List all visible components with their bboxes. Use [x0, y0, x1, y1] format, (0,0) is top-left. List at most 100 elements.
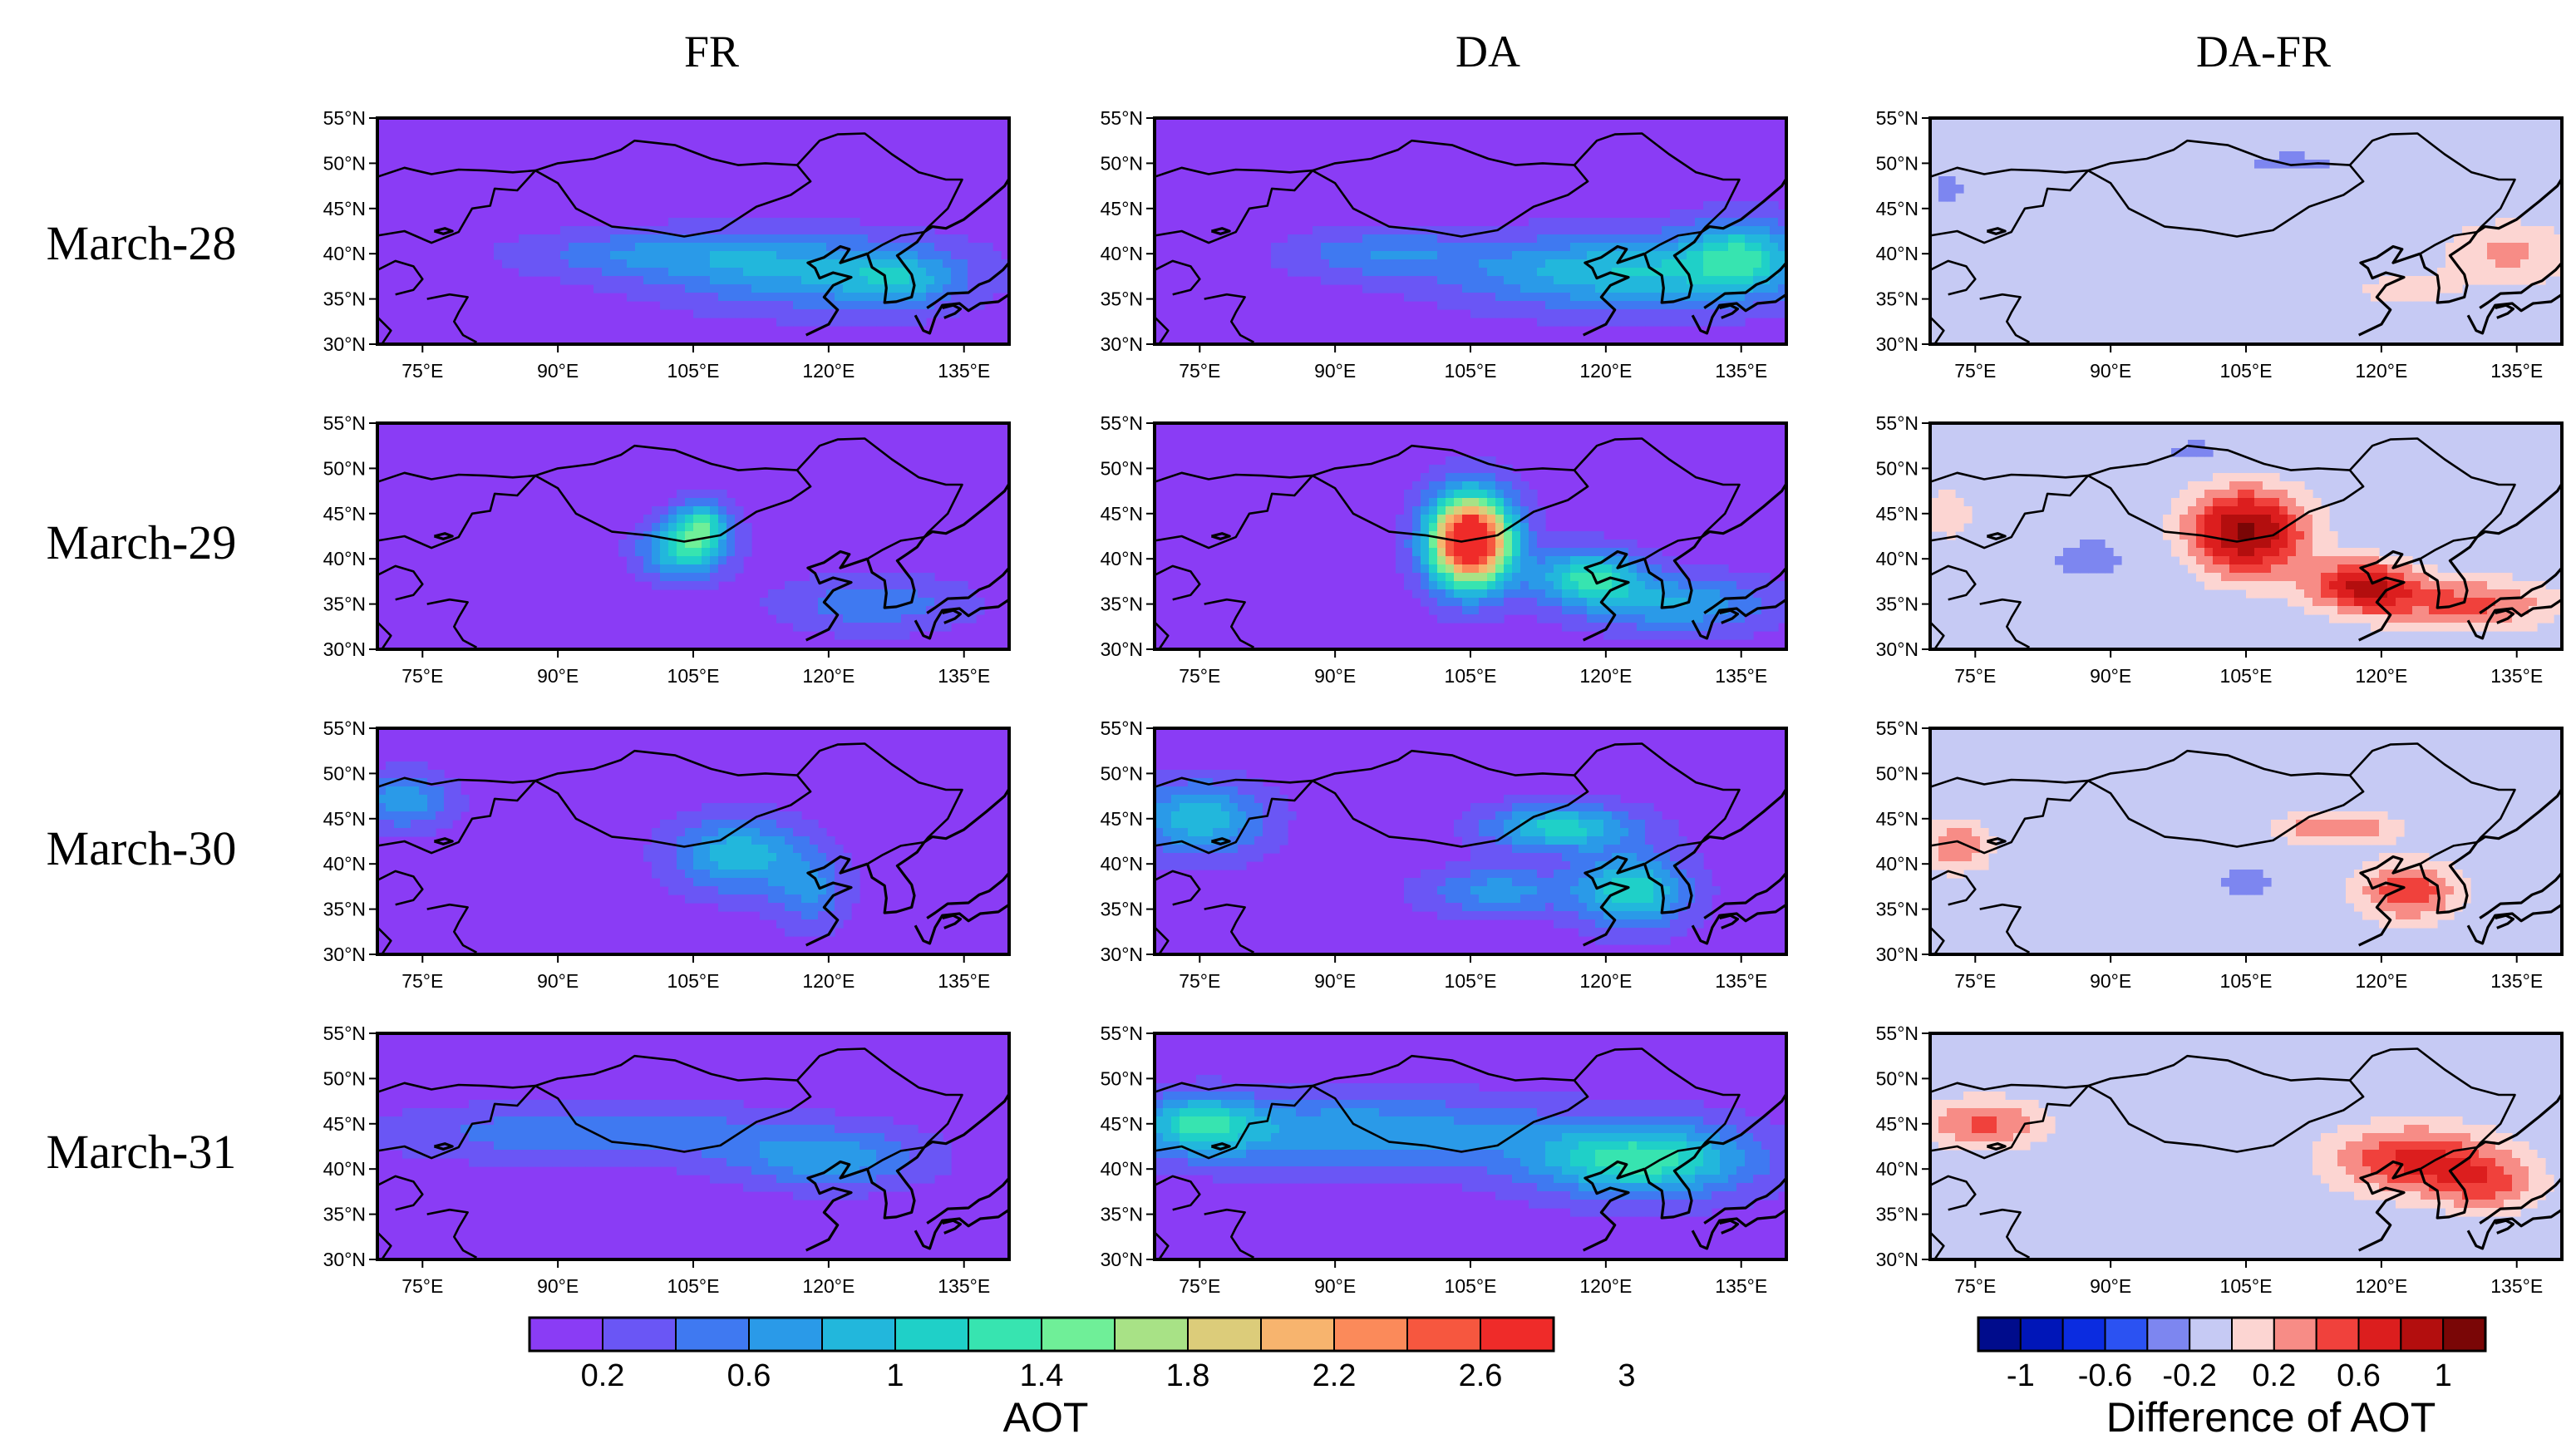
- aot-cell: [685, 301, 694, 310]
- aot-cell: [2288, 811, 2297, 821]
- map-panel-march-29-fr: 55°N50°N45°N40°N35°N30°N75°E 90°E 105°E 120…: [323, 412, 1011, 687]
- aot-cell: [1562, 598, 1571, 607]
- aot-cell: [801, 606, 810, 615]
- aot-cell: [776, 911, 786, 920]
- aot-cell: [660, 853, 669, 862]
- aot-cell: [718, 1158, 727, 1167]
- aot-cell: [893, 1175, 902, 1184]
- aot-cell: [1504, 556, 1513, 565]
- aot-cell: [1470, 589, 1480, 599]
- aot-cell: [918, 259, 927, 269]
- coastline: [2418, 178, 2562, 304]
- aot-cell: [1653, 614, 1662, 623]
- aot-cell: [2263, 490, 2272, 499]
- aot-cell: [419, 1141, 428, 1151]
- aot-cell: [1645, 886, 1654, 895]
- aot-cell: [494, 1108, 503, 1117]
- aot-cell: [818, 1133, 827, 1142]
- lon-tick-label: 75°E: [1179, 360, 1220, 382]
- aot-cell: [1753, 606, 1762, 615]
- aot-cell: [835, 845, 844, 854]
- aot-cell: [751, 894, 761, 904]
- aot-cell: [918, 268, 927, 277]
- aot-cell: [710, 276, 719, 285]
- aot-cell: [2171, 531, 2180, 540]
- aot-cell: [826, 1150, 835, 1159]
- aot-cell: [1595, 301, 1604, 310]
- aot-cell: [743, 1125, 752, 1134]
- aot-cell: [702, 853, 711, 862]
- aot-cell: [2263, 548, 2272, 557]
- aot-cell: [1612, 259, 1621, 269]
- aot-cell: [494, 1150, 503, 1159]
- aot-cell: [1180, 836, 1189, 845]
- aot-cell: [702, 548, 711, 557]
- aot-cell: [760, 268, 769, 277]
- aot-cell: [2271, 481, 2280, 490]
- aot-cell: [685, 820, 694, 829]
- aot-cell: [1362, 234, 1372, 244]
- aot-cell: [1554, 218, 1563, 227]
- aot-cell: [1637, 894, 1646, 904]
- aot-cell: [926, 276, 935, 285]
- aot-cell: [1595, 911, 1604, 920]
- aot-cell: [1670, 919, 1679, 929]
- aot-cell: [2479, 234, 2488, 244]
- aot-cell: [585, 1100, 594, 1109]
- country-border: [377, 780, 536, 855]
- aot-cell: [760, 1150, 769, 1159]
- lon-tick-label: 105°E: [1445, 360, 1497, 382]
- aot-cell: [801, 886, 810, 895]
- aot-cell: [2354, 581, 2363, 590]
- aot-cell: [884, 234, 894, 244]
- aot-cell: [560, 259, 569, 269]
- aot-cell: [2296, 828, 2305, 837]
- aot-cell: [1495, 251, 1505, 260]
- aot-cell: [2279, 531, 2288, 540]
- aot-cell: [535, 268, 544, 277]
- aot-cell: [1720, 589, 1729, 599]
- aot-cell: [1753, 581, 1762, 590]
- country-border: [1204, 903, 1255, 954]
- aot-cell: [1470, 581, 1480, 590]
- country-border: [2348, 132, 2516, 233]
- aot-cell: [693, 1108, 702, 1117]
- aot-cell: [2429, 606, 2438, 615]
- aot-cell: [2520, 581, 2529, 590]
- aot-cell: [1271, 845, 1280, 854]
- aot-cell: [1579, 878, 1588, 887]
- aot-cell: [1579, 828, 1588, 837]
- aot-cell: [1487, 234, 1496, 244]
- aot-cell: [851, 1166, 860, 1175]
- aot-cell: [1620, 556, 1629, 565]
- aot-cell: [1537, 523, 1546, 532]
- aot-cell: [1687, 623, 1696, 632]
- aot-cell: [868, 1116, 877, 1126]
- aot-cell: [1512, 481, 1521, 490]
- aot-cell: [818, 845, 827, 854]
- aot-cell: [2246, 515, 2255, 524]
- aot-cell: [2412, 581, 2421, 590]
- aot-cell: [718, 836, 727, 845]
- aot-cell: [1595, 803, 1604, 812]
- aot-cell: [1938, 828, 1948, 837]
- aot-cell: [668, 498, 677, 507]
- aot-cell: [893, 293, 902, 302]
- aot-cell: [702, 309, 711, 318]
- aot-cell: [2404, 853, 2413, 862]
- aot-cell: [743, 218, 752, 227]
- aot-cell: [2271, 556, 2280, 565]
- aot-cell: [2454, 581, 2463, 590]
- aot-cell: [1263, 786, 1272, 796]
- aot-cell: [2470, 251, 2480, 260]
- aot-cell: [1562, 251, 1571, 260]
- aot-cell: [1462, 465, 1471, 474]
- aot-cell: [1695, 564, 1704, 574]
- aot-cell: [1620, 911, 1629, 920]
- aot-cell: [1955, 523, 1964, 532]
- aot-cell: [685, 556, 694, 565]
- aot-cell: [2329, 589, 2338, 599]
- aot-cell: [968, 268, 977, 277]
- aot-cell: [743, 284, 752, 293]
- aot-cell: [727, 234, 736, 244]
